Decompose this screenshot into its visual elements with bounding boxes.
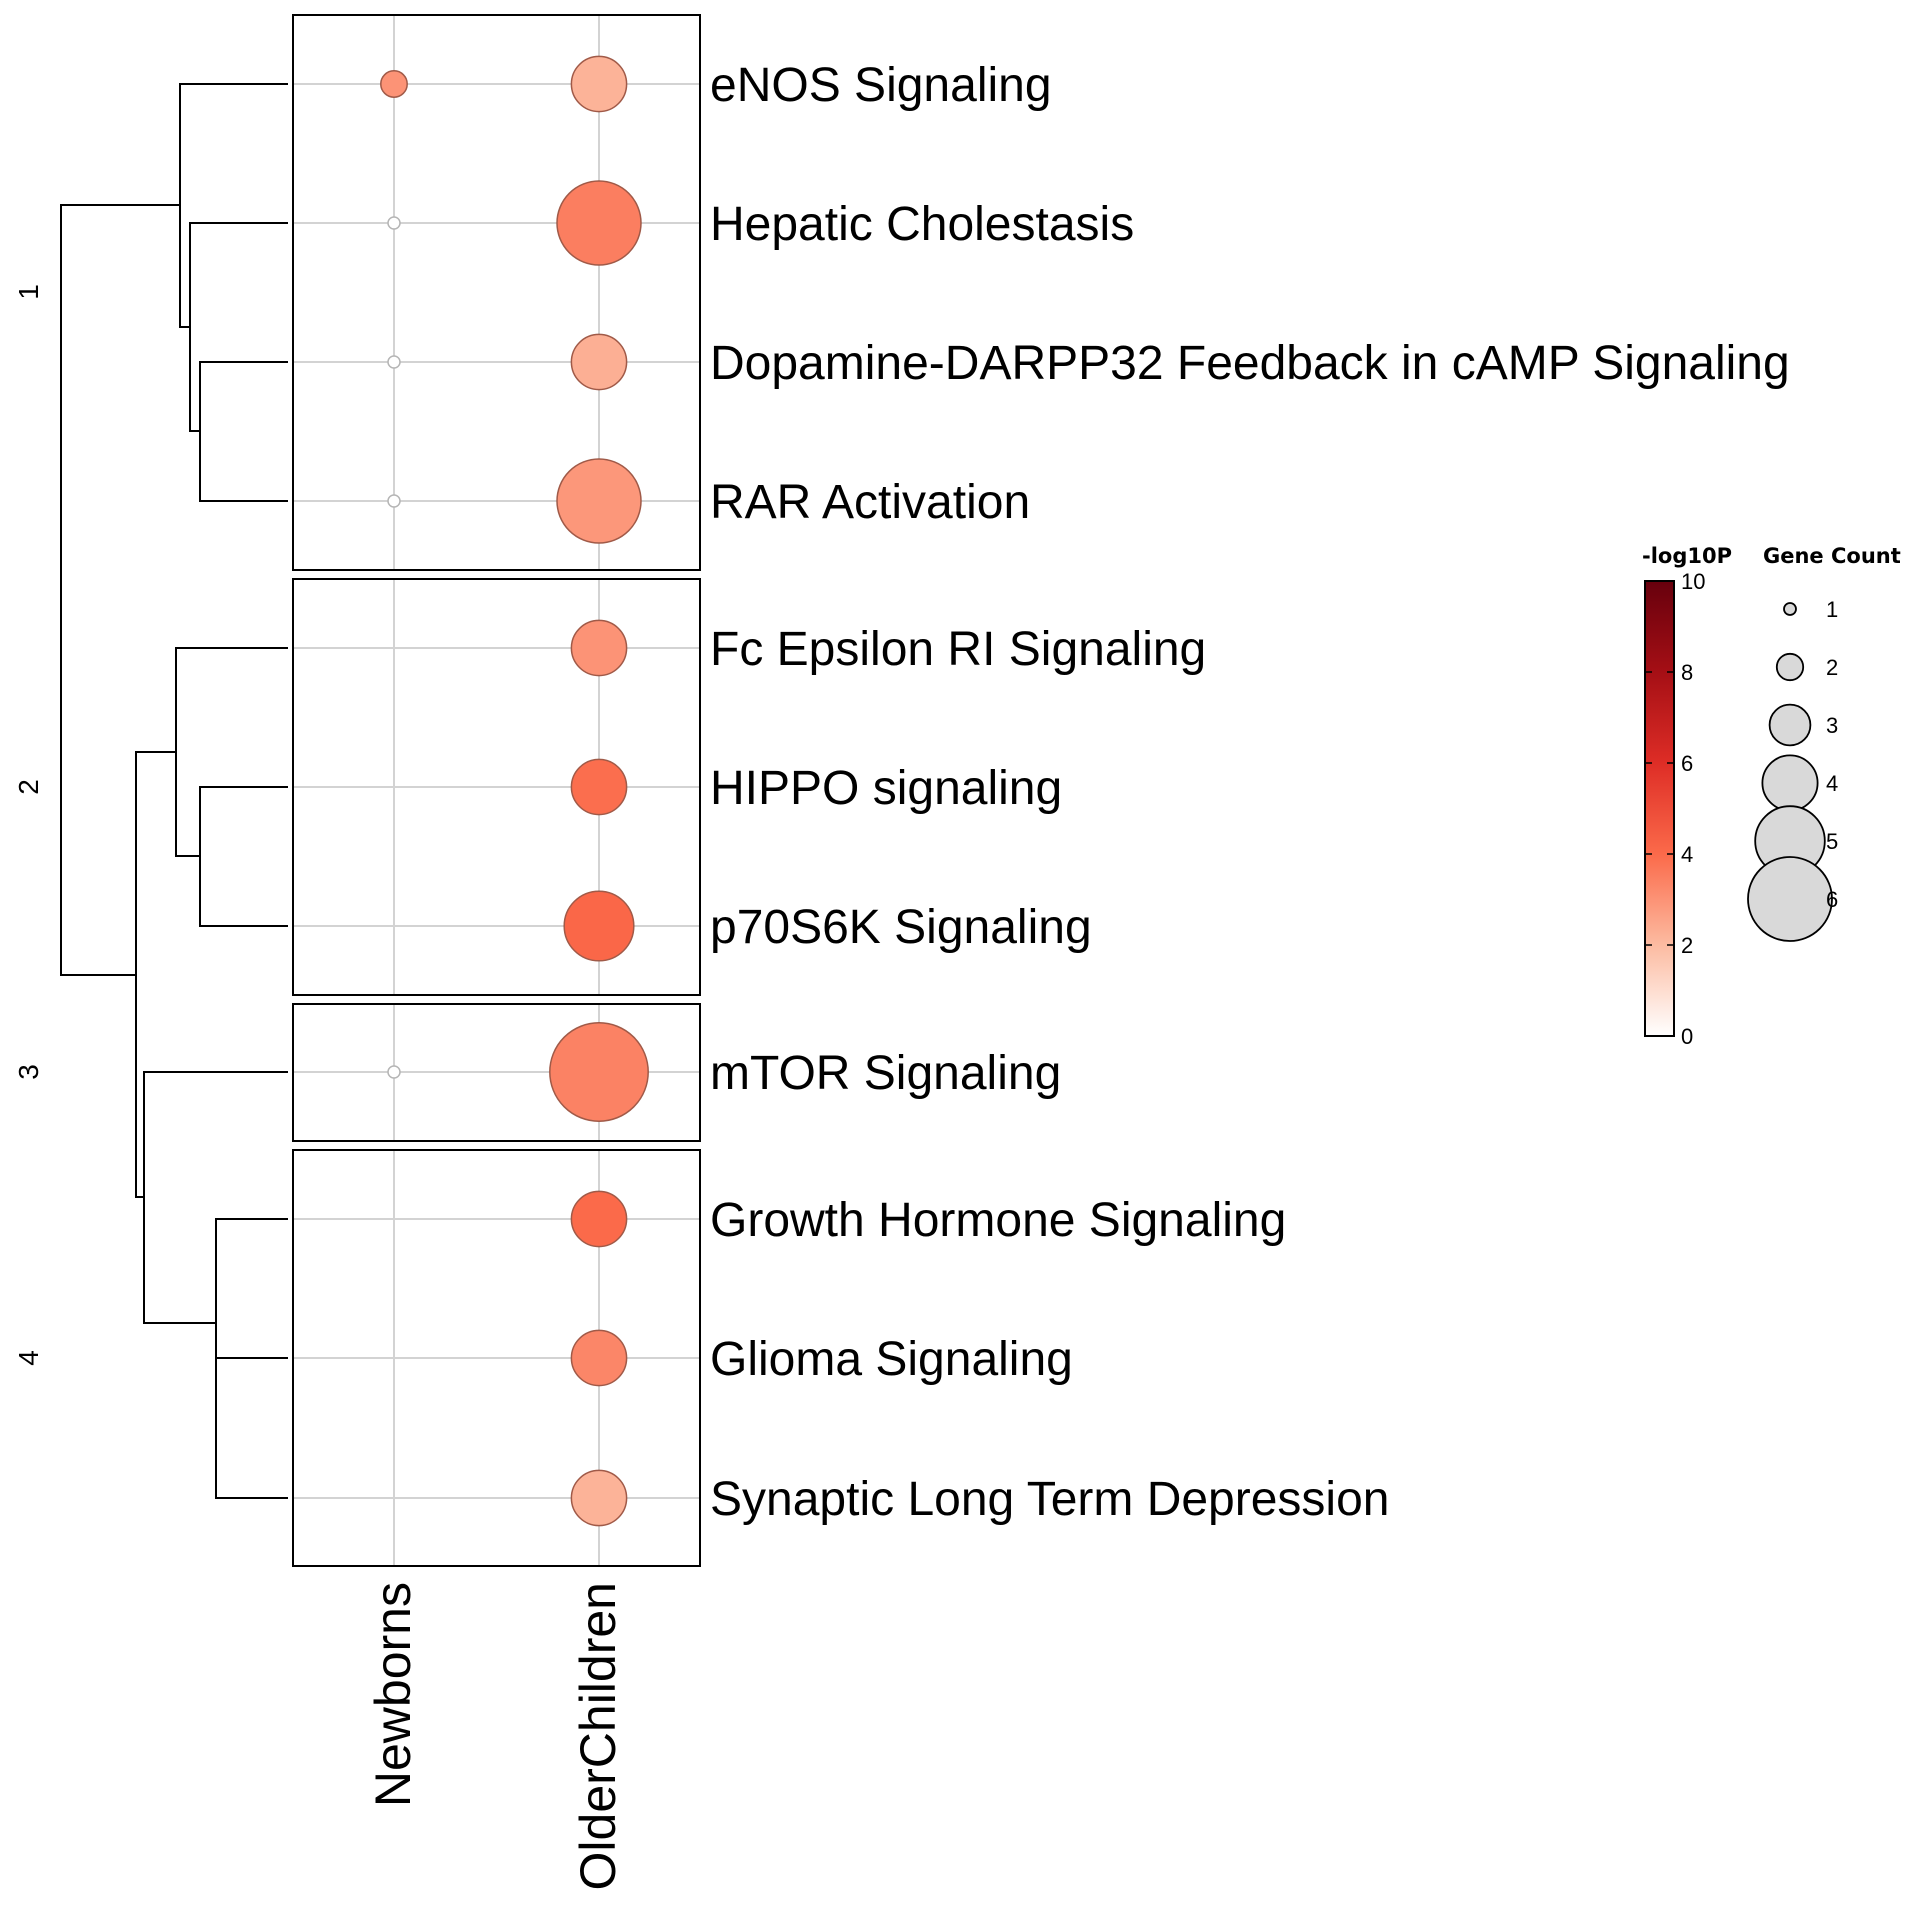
color-legend-tick-label: 10 [1681, 569, 1705, 594]
data-point [570, 619, 628, 677]
cluster-label: 3 [13, 1064, 44, 1080]
dendrogram-branch [215, 1218, 288, 1428]
size-legend-circle [1747, 856, 1833, 942]
cluster-labels: 1 2 3 4 [13, 284, 44, 1366]
size-legend-title: Gene Count [1763, 544, 1901, 568]
data-point [380, 70, 408, 98]
dendrogram-branch [199, 786, 288, 927]
data-point [387, 216, 401, 230]
size-legend-label: 2 [1826, 655, 1838, 680]
data-point [563, 890, 635, 962]
column-label: Newborns [365, 1582, 421, 1807]
dendrogram-branch [60, 204, 180, 976]
row-label: Synaptic Long Term Depression [710, 1473, 1389, 1526]
data-point [570, 333, 628, 391]
color-legend-tick-label: 0 [1681, 1024, 1693, 1049]
row-label: Hepatic Cholestasis [710, 198, 1134, 251]
size-legend-items: 1 2 3 4 5 6 [1747, 597, 1838, 942]
size-legend-label: 5 [1826, 829, 1838, 854]
size-legend-circle [1775, 652, 1805, 682]
cluster-panel-4 [292, 1149, 701, 1567]
size-legend-label: 6 [1826, 887, 1838, 912]
row-label: Glioma Signaling [710, 1333, 1073, 1386]
size-legend-label: 1 [1826, 597, 1838, 622]
dendrogram-branch [135, 751, 176, 1198]
dendrogram-branch [215, 1357, 288, 1499]
dendrogram-branch [199, 361, 288, 502]
row-label: Dopamine-DARPP32 Feedback in cAMP Signal… [710, 337, 1790, 390]
row-label: RAR Activation [710, 476, 1030, 529]
row-label: eNOS Signaling [710, 59, 1052, 112]
data-point [387, 1065, 401, 1079]
dendrogram-branch [189, 222, 288, 432]
cluster-label: 2 [13, 779, 44, 795]
row-label: Growth Hormone Signaling [710, 1194, 1286, 1247]
color-legend-bar [1644, 580, 1675, 1037]
panel-border [292, 1149, 701, 1567]
panel-border [292, 578, 701, 996]
row-label: HIPPO signaling [710, 762, 1062, 815]
data-point [556, 180, 642, 266]
column-label: OlderChildren [570, 1582, 626, 1890]
size-legend-circle [1768, 703, 1812, 747]
row-label: p70S6K Signaling [710, 901, 1092, 954]
size-legend-label: 3 [1826, 713, 1838, 738]
color-legend-tick-label: 4 [1681, 842, 1693, 867]
cluster-panel-2 [292, 578, 701, 996]
data-point [570, 1329, 628, 1387]
cluster-panel-3 [292, 1003, 701, 1142]
data-point [549, 1022, 649, 1122]
data-point [556, 458, 642, 544]
cluster-label: 4 [13, 1350, 44, 1366]
panel-border [292, 14, 701, 571]
data-point [387, 355, 401, 369]
data-point [570, 55, 628, 113]
dendrogram-branch [175, 647, 288, 857]
row-labels: eNOS Signaling Hepatic Cholestasis Dopamin… [710, 59, 1790, 1526]
size-legend-circle [1761, 754, 1819, 812]
column-labels: Newborns OlderChildren [365, 1582, 626, 1890]
color-legend-ticks: 0 2 4 6 8 10 [1645, 569, 1705, 1049]
color-legend-tick-label: 2 [1681, 933, 1693, 958]
panel-border [292, 1003, 701, 1142]
cluster-label: 1 [13, 284, 44, 300]
color-legend-title: -log10P [1642, 544, 1732, 568]
data-point [570, 758, 628, 816]
data-point [387, 494, 401, 508]
color-legend-tick-label: 6 [1681, 751, 1693, 776]
data-point [570, 1469, 628, 1527]
cluster-panel-1 [292, 14, 701, 571]
color-legend-tick-label: 8 [1681, 660, 1693, 685]
data-point [570, 1190, 628, 1248]
size-legend-circle [1783, 602, 1797, 616]
cluster-panels [292, 14, 701, 1567]
row-dendrogram [60, 83, 288, 1499]
dendrogram-branch [179, 83, 288, 328]
row-label: mTOR Signaling [710, 1047, 1061, 1100]
row-label: Fc Epsilon RI Signaling [710, 623, 1206, 676]
size-legend-label: 4 [1826, 771, 1838, 796]
